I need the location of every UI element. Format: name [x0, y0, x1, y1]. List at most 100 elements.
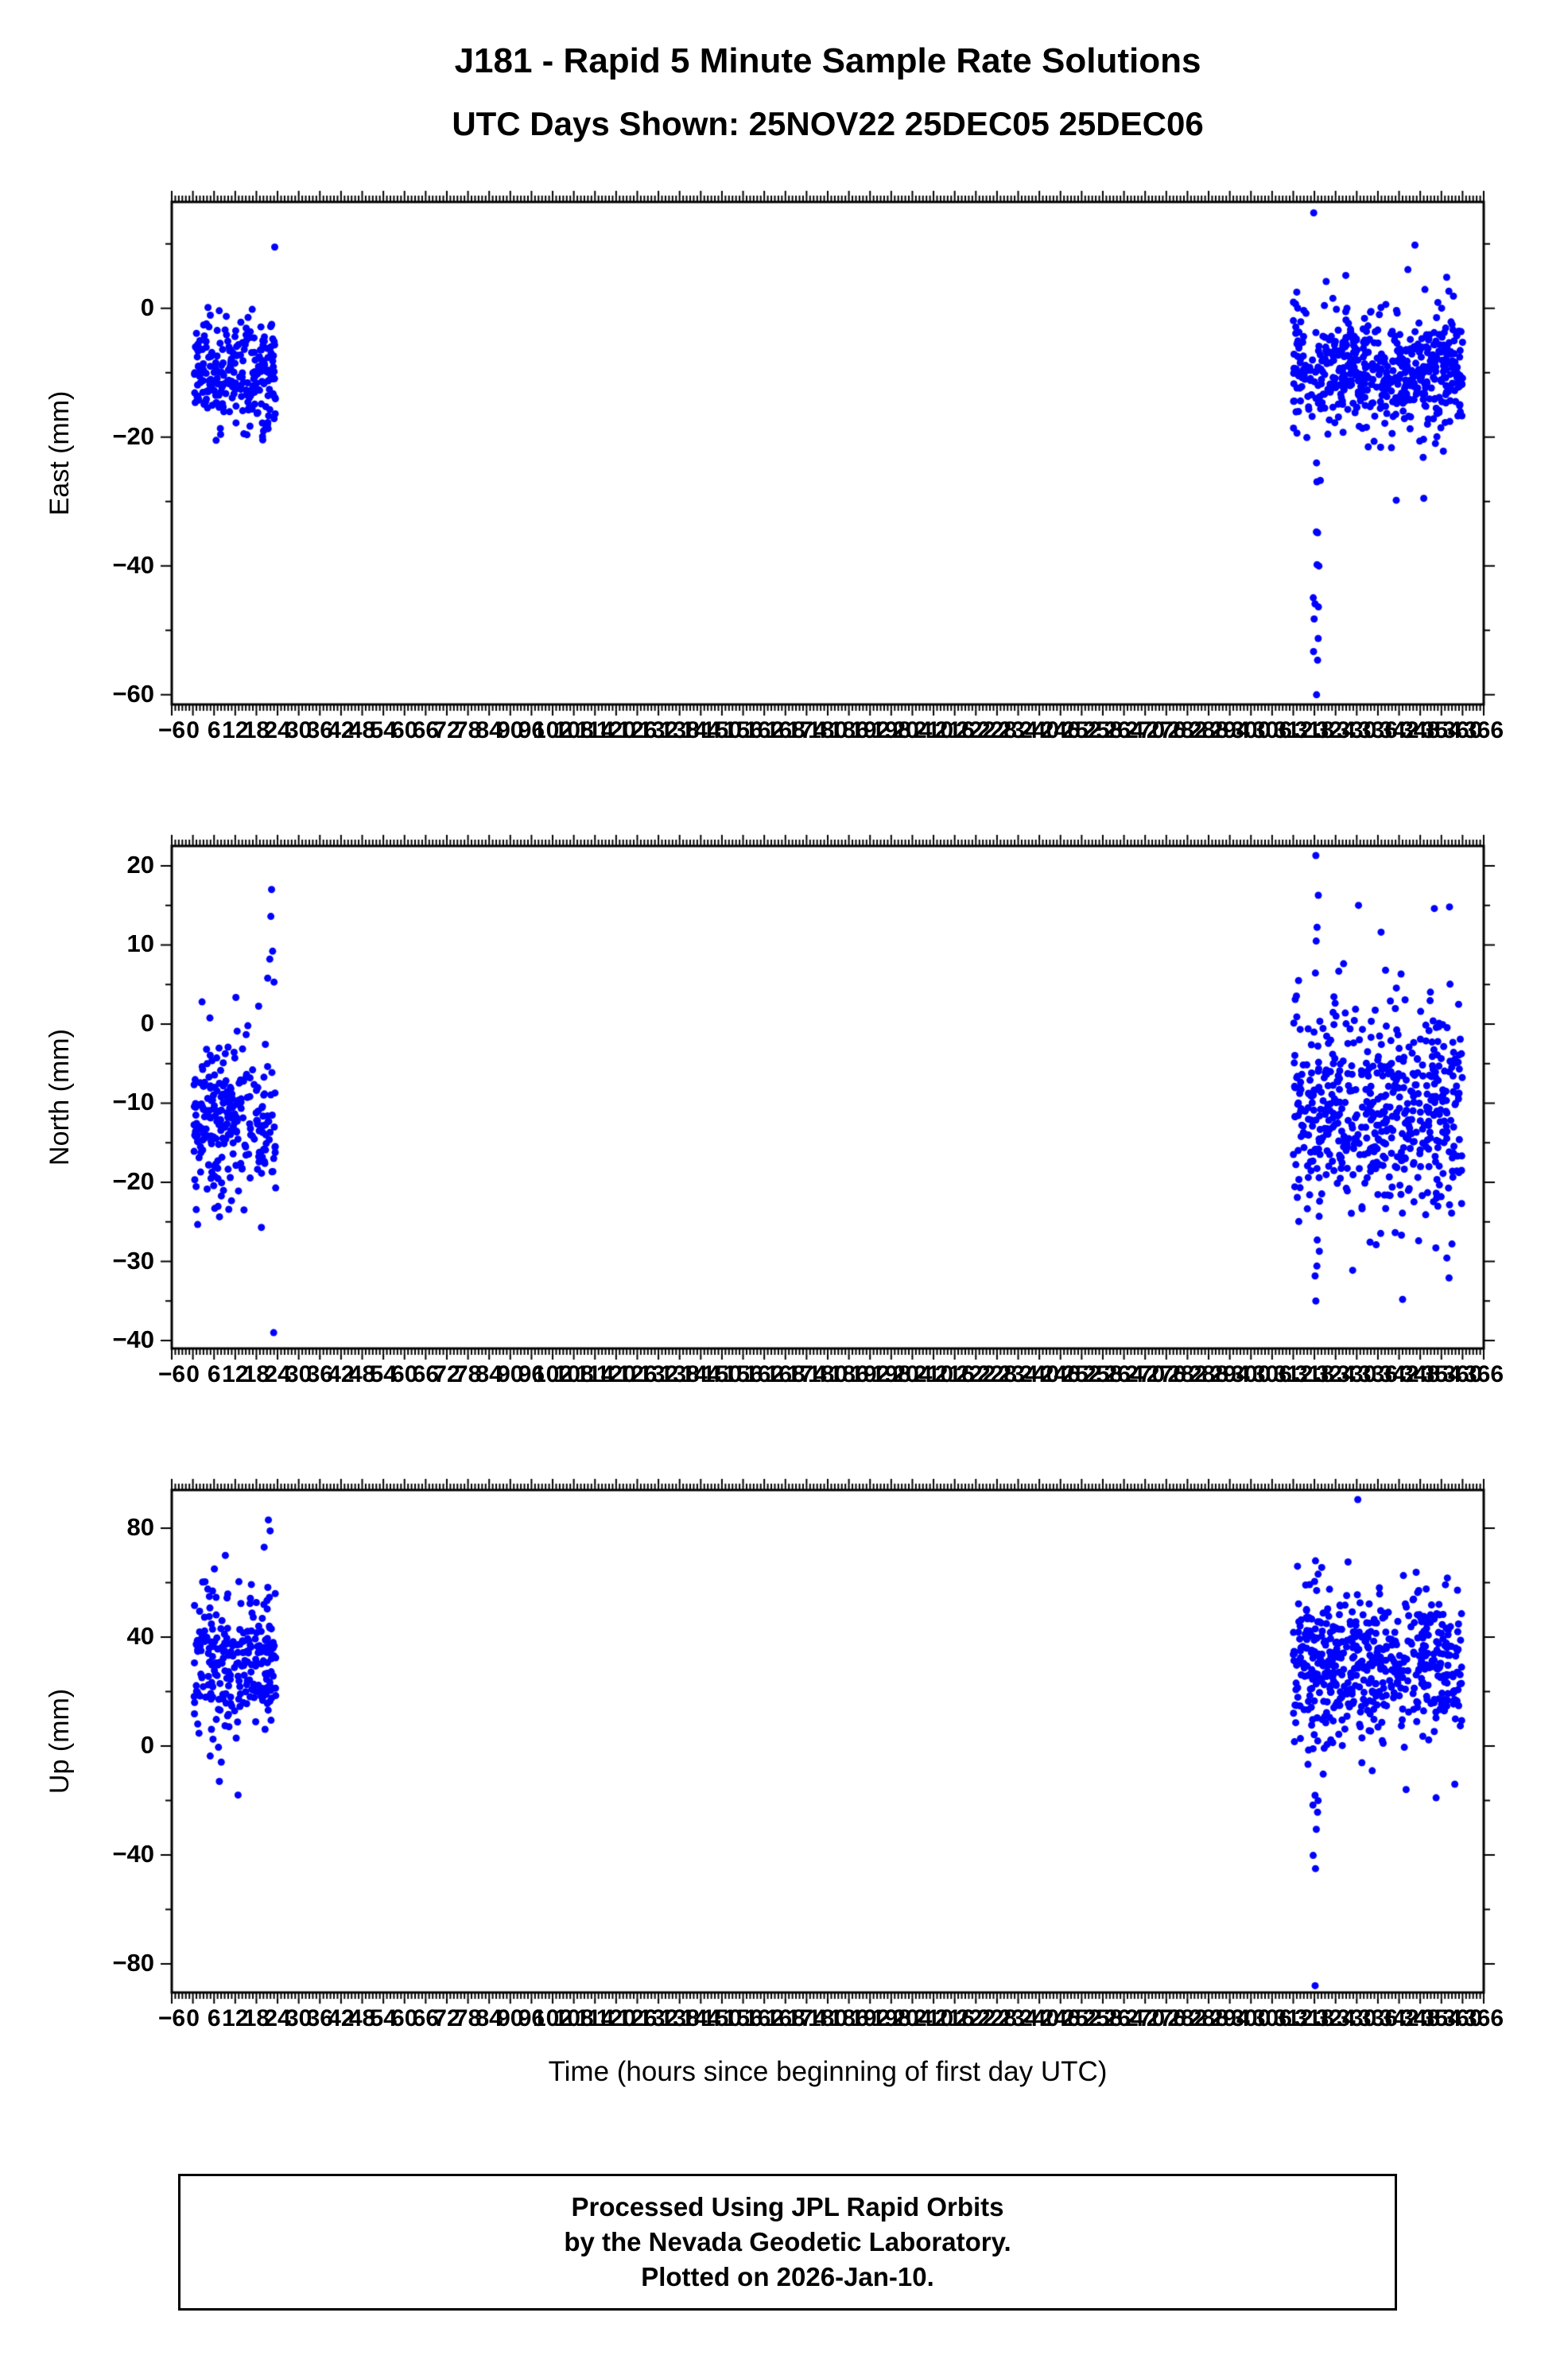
x-tick-label: 12 [222, 717, 249, 743]
x-tick-label: 108 [553, 1361, 594, 1387]
y-tick-label: −80 [112, 1949, 154, 1977]
x-tick-label: 210 [914, 717, 954, 743]
x-tick-label: 222 [956, 717, 996, 743]
x-tick-label: 366 [1463, 1361, 1504, 1387]
x-tick-label: 24 [264, 2005, 291, 2031]
x-tick-label: 6 [207, 1361, 221, 1387]
x-tick-label: 252 [1062, 717, 1102, 743]
x-tick-label: 318 [1294, 2005, 1335, 2031]
y-tick-label: −30 [112, 1246, 154, 1275]
x-tick-label: 348 [1400, 1361, 1441, 1387]
x-tick-label: 114 [576, 2005, 615, 2031]
x-tick-label: 162 [744, 717, 785, 743]
x-tick-label: 60 [391, 717, 418, 743]
x-tick-label: 18 [243, 717, 270, 743]
x-tick-label: 18 [243, 2005, 270, 2031]
x-tick-label: 204 [892, 2005, 933, 2031]
x-tick-label: 306 [1252, 1361, 1292, 1387]
x-tick-label: 102 [533, 717, 573, 743]
y-axis-label-east: East (mm) [45, 390, 75, 516]
y-axis-label-up: Up (mm) [45, 1688, 75, 1795]
x-tick-label: 216 [934, 717, 975, 743]
y-tick-label: 20 [126, 850, 154, 879]
x-tick-label: 234 [998, 717, 1038, 743]
x-tick-label: 348 [1400, 2005, 1441, 2031]
y-tick-label: −20 [112, 421, 154, 450]
x-tick-label: 246 [1040, 1361, 1081, 1387]
x-tick-label: 240 [1019, 2005, 1060, 2031]
x-tick-label: 54 [370, 717, 397, 743]
x-tick-label: 210 [914, 1361, 954, 1387]
x-tick-label: 102 [533, 2005, 573, 2031]
x-tick-label: 336 [1357, 717, 1398, 743]
x-tick-label: 300 [1231, 2005, 1271, 2031]
x-tick-label: 324 [1315, 1361, 1356, 1387]
x-tick-label: 66 [412, 2005, 440, 2031]
x-tick-label: 72 [433, 717, 460, 743]
x-tick-label: 228 [976, 1361, 1017, 1387]
x-tick-label: 18 [243, 1361, 270, 1387]
x-tick-label: 180 [807, 717, 848, 743]
x-tick-label: 126 [617, 2005, 658, 2031]
x-tick-label: 300 [1231, 1361, 1271, 1387]
x-tick-label: 294 [1209, 2005, 1250, 2031]
x-tick-label: 252 [1062, 2005, 1102, 2031]
x-tick-label: 360 [1442, 1361, 1483, 1387]
x-tick-label: 294 [1209, 717, 1250, 743]
x-tick-label: 240 [1019, 1361, 1060, 1387]
x-tick-label: 30 [285, 717, 312, 743]
x-tick-label: 324 [1315, 2005, 1356, 2031]
x-tick-label: 288 [1189, 717, 1229, 743]
x-tick-label: 258 [1082, 1361, 1123, 1387]
x-tick-label: 222 [956, 2005, 996, 2031]
x-tick-label: 42 [328, 2005, 355, 2031]
x-tick-label: 186 [829, 717, 869, 743]
x-tick-label: 282 [1167, 2005, 1208, 2031]
x-tick-label: 216 [934, 1361, 975, 1387]
x-tick-label: 120 [596, 1361, 636, 1387]
x-tick-label: 48 [348, 1361, 376, 1387]
footer-box: Processed Using JPL Rapid Orbits by the … [178, 2174, 1397, 2311]
x-tick-label: 222 [956, 1361, 996, 1387]
x-tick-label: 138 [659, 2005, 700, 2031]
x-tick-label: 240 [1019, 717, 1060, 743]
x-tick-label: 174 [786, 717, 827, 743]
x-tick-label: 294 [1209, 1361, 1250, 1387]
y-axis-label-north: North (mm) [45, 1029, 75, 1166]
x-tick-label: 108 [553, 717, 594, 743]
x-tick-label: 156 [723, 2005, 763, 2031]
x-tick-label: 96 [518, 1361, 545, 1387]
x-tick-label: 300 [1231, 717, 1271, 743]
x-tick-label: 42 [328, 1361, 355, 1387]
x-tick-label: 120 [596, 2005, 636, 2031]
x-tick-label: 24 [264, 1361, 291, 1387]
y-tick-label: 80 [126, 1512, 154, 1541]
x-tick-label: 354 [1421, 717, 1461, 743]
x-tick-label: 138 [659, 1361, 700, 1387]
x-tick-label: 186 [829, 2005, 869, 2031]
x-tick-label: 126 [617, 1361, 658, 1387]
x-tick-label: 306 [1252, 717, 1292, 743]
y-tick-label: −60 [112, 679, 154, 708]
x-tick-label: 72 [433, 1361, 460, 1387]
x-tick-label: 264 [1104, 717, 1144, 743]
x-tick-label: 342 [1379, 2005, 1419, 2031]
x-tick-label: 90 [497, 1361, 524, 1387]
x-tick-label: 132 [638, 2005, 679, 2031]
x-tick-label: 24 [264, 717, 291, 743]
x-tick-label: 42 [328, 717, 355, 743]
x-tick-label: 138 [659, 717, 700, 743]
x-tick-label: 216 [934, 2005, 975, 2031]
x-tick-label: 318 [1294, 1361, 1335, 1387]
x-tick-label: 90 [497, 717, 524, 743]
x-tick-label: 198 [871, 717, 911, 743]
x-tick-label: 66 [412, 717, 440, 743]
y-tick-label: 10 [126, 929, 154, 958]
x-tick-label: 96 [518, 717, 545, 743]
x-tick-label: 228 [976, 2005, 1017, 2031]
x-tick-label: 312 [1273, 717, 1314, 743]
x-tick-label: 30 [285, 2005, 312, 2031]
x-tick-label: 54 [370, 1361, 397, 1387]
x-tick-label: 186 [829, 1361, 869, 1387]
